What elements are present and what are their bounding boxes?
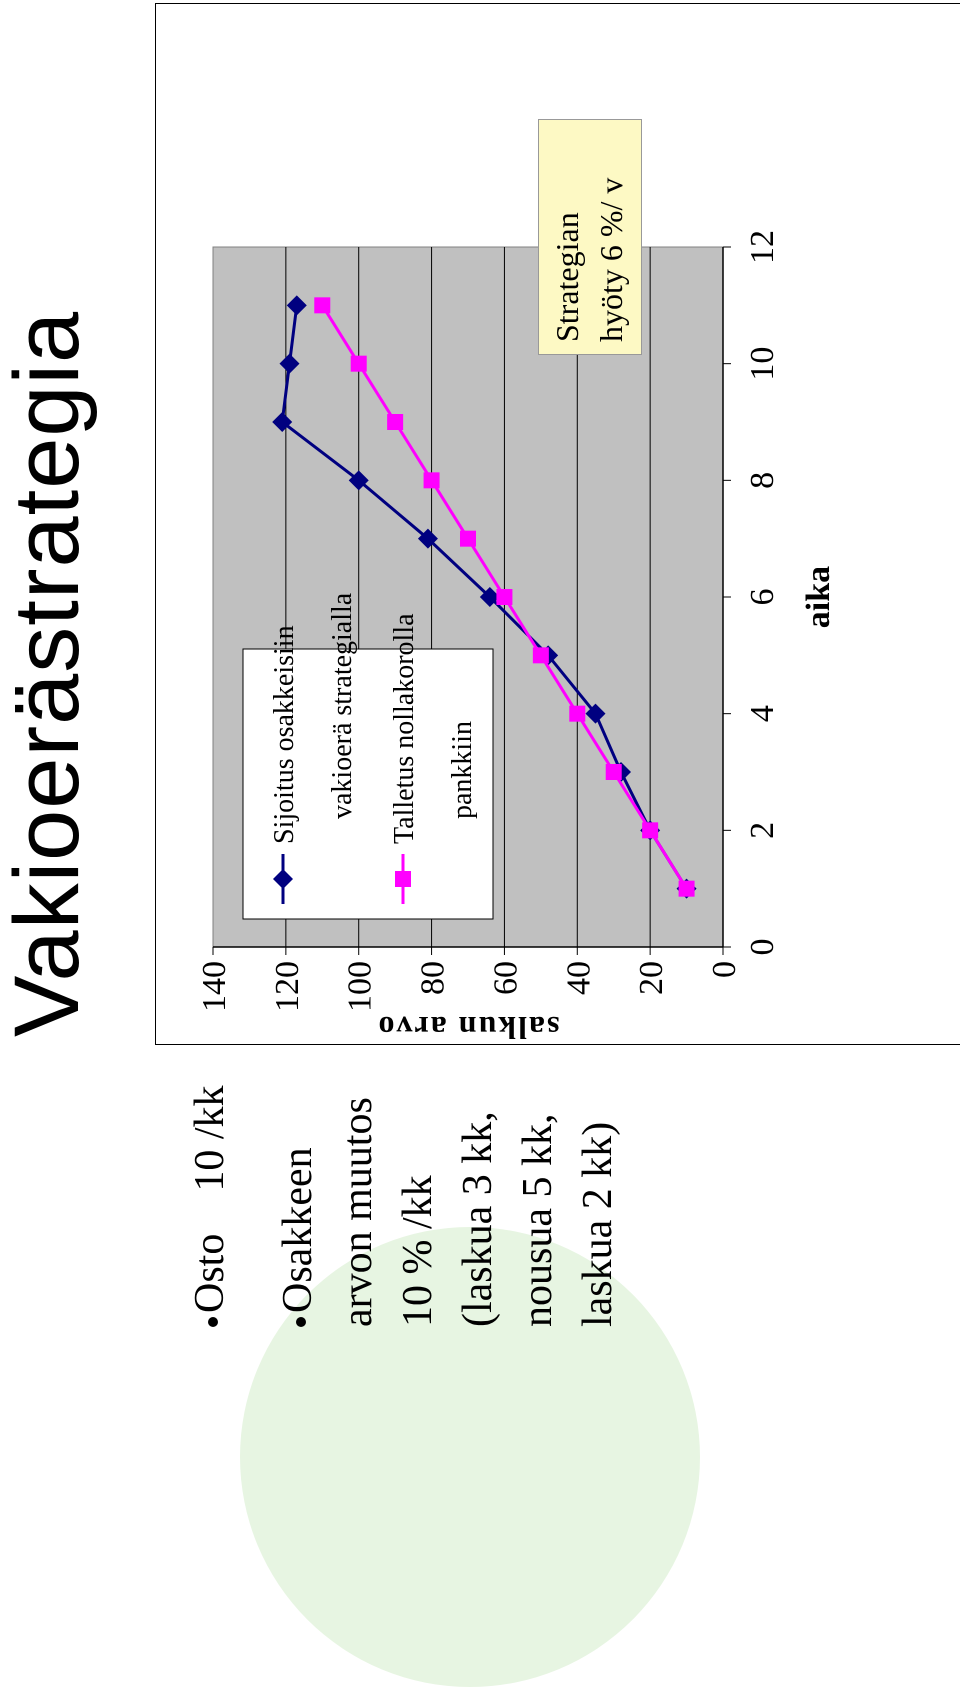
strategy-note: Strategian hyöty 6 %/ v [538, 119, 642, 355]
bullet-dot-icon [296, 1317, 307, 1327]
x-tick-label: 4 [744, 705, 781, 722]
legend-marker-diamond [273, 869, 293, 889]
y-tick-label: 120 [269, 961, 306, 1012]
chart-container: 0 20 40 60 80 100 120 140 0 2 4 6 8 10 12 aika salkun ar… [155, 3, 960, 1045]
line-chart: 0 20 40 60 80 100 120 140 0 2 4 6 8 10 12 aika salkun ar… [196, 230, 837, 1044]
legend-box [242, 648, 494, 920]
bullet-text: Osto 10 /kk [187, 1085, 233, 1313]
data-point-square [605, 764, 622, 780]
legend-label: pankkiin [447, 721, 478, 819]
data-point-diamond [479, 587, 500, 607]
y-axis-label: salkun arvo [377, 1010, 560, 1044]
data-point-square [569, 705, 586, 722]
data-point-square [532, 647, 549, 664]
bullet-list: Osto 10 /kk Osakkeen arvon muutos 10 % /… [180, 1027, 628, 1327]
bullet-item: Osakkeen [268, 1027, 328, 1327]
legend-marker-square [395, 871, 411, 887]
data-point-square [642, 822, 659, 839]
note-line: hyöty 6 %/ v [593, 177, 629, 342]
y-tick-label: 80 [415, 961, 452, 995]
data-point-square [678, 880, 695, 897]
bullet-text: 10 % /kk [395, 1175, 441, 1327]
data-point-square [496, 589, 513, 605]
data-point-square [460, 530, 476, 547]
x-tick-label: 6 [744, 589, 781, 606]
bullet-text: laskua 2 kk) [575, 1121, 621, 1327]
slide: Vakioerästrategia Osto 10 /kk Osakkeen a… [0, 3, 960, 1687]
y-tick-label: 20 [633, 961, 670, 995]
bullet-item: Osto 10 /kk [180, 1027, 240, 1327]
bullet-dot-icon [208, 1317, 219, 1327]
bullet-text: nousua 5 kk, [515, 1113, 561, 1328]
x-tick-label: 10 [744, 347, 781, 381]
data-point-square [314, 297, 331, 314]
data-point-square [387, 414, 404, 430]
x-tick-label: 0 [744, 939, 781, 956]
y-tick-label: 40 [560, 961, 597, 995]
legend-label: vakioerä strategialla [327, 592, 358, 819]
slide-title: Vakioerästrategia [0, 310, 98, 1037]
bullet-text: Osakkeen [275, 1147, 321, 1313]
x-tick-label: 8 [744, 472, 781, 489]
y-tick-label: 100 [342, 961, 379, 1012]
y-tick-label: 0 [706, 961, 743, 978]
bullet-text: arvon muutos [335, 1097, 381, 1327]
x-tick-label: 2 [744, 822, 781, 839]
y-tick-label: 140 [196, 961, 233, 1012]
y-tick-label: 60 [487, 961, 524, 995]
note-line: Strategian [549, 212, 585, 342]
legend-label: Talletus nollakorolla [389, 613, 420, 844]
x-axis-label: aika [800, 566, 837, 628]
bullet-text: (laskua 3 kk, [455, 1111, 501, 1327]
data-point-square [350, 355, 367, 372]
x-tick-label: 12 [744, 230, 781, 264]
data-point-square [423, 472, 440, 489]
legend-label: Sijoitus osakkeisiin [269, 625, 300, 844]
